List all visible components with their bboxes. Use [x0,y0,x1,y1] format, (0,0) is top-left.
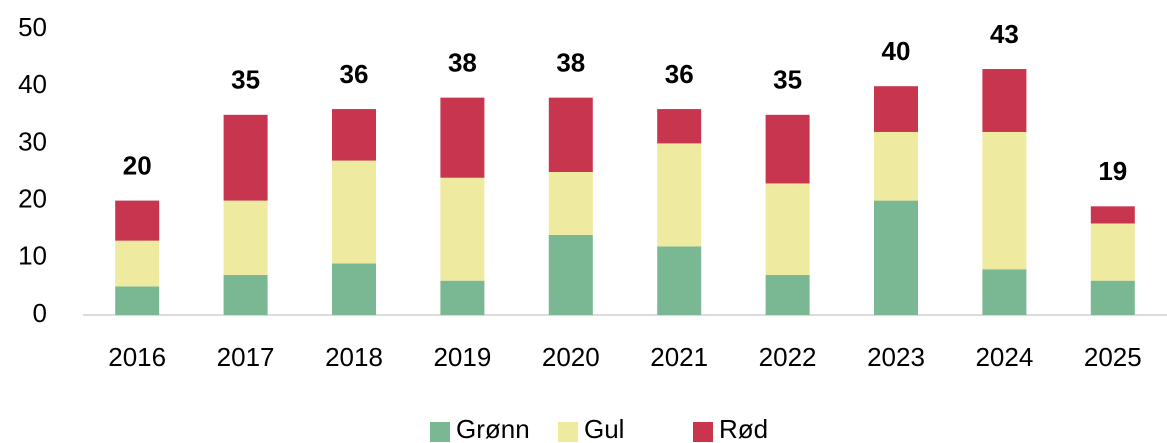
bar-segment [982,131,1027,270]
bar-segment [657,143,702,247]
x-tick-label: 2017 [217,342,275,372]
bar-segment [115,200,160,241]
bar-segment [1090,206,1135,224]
x-tick-label: 2019 [433,342,491,372]
x-tick-label: 2023 [867,342,925,372]
legend-swatch [558,422,578,442]
total-label: 38 [556,48,585,78]
bar-segment [765,183,810,275]
x-tick-label: 2021 [650,342,708,372]
legend-label: Grønn [456,414,530,443]
bar-segment [440,177,485,281]
bar-segment [657,109,702,144]
x-tick-label: 2016 [108,342,166,372]
total-label: 19 [1098,156,1127,186]
bar-segment [548,172,593,235]
x-tick-label: 2022 [759,342,817,372]
bar-segment [982,269,1027,315]
bar-segment [440,97,485,178]
bar-segment [548,234,593,315]
y-tick-label: 30 [18,126,47,156]
y-tick-label: 50 [18,12,47,42]
total-label: 36 [340,59,369,89]
bar-segment [657,246,702,315]
bar-segment [548,97,593,172]
bar-segment [223,200,268,275]
y-tick-label: 40 [18,69,47,99]
bar-segment [765,114,810,184]
total-label: 40 [882,36,911,66]
x-tick-label: 2020 [542,342,600,372]
bar-segment [332,263,376,315]
x-tick-label: 2024 [975,342,1033,372]
bar-segment [874,86,918,132]
legend-label: Gul [584,414,624,443]
legend-label: Rød [719,414,768,443]
bar-segment [332,160,376,264]
bar-segment [440,280,485,315]
total-label: 43 [990,19,1019,49]
bar-segment [874,131,918,201]
bar-segment [223,114,268,201]
bar-segment [223,274,268,315]
total-label: 20 [123,150,152,180]
bar-segment [115,240,160,287]
total-label: 35 [773,65,802,95]
y-tick-label: 20 [18,183,47,213]
bar-segment [874,200,918,315]
bar-segment [1090,223,1135,281]
x-tick-label: 2018 [325,342,383,372]
bar-segment [765,274,810,315]
legend-swatch [430,422,450,442]
bar-segment [982,69,1027,132]
total-label: 38 [448,48,477,78]
bar-segment [115,286,160,315]
total-label: 35 [231,65,260,95]
bar-segment [332,109,376,161]
bar-segment [1090,280,1135,315]
legend-swatch [693,422,713,442]
y-tick-label: 10 [18,241,47,271]
total-label: 36 [665,59,694,89]
y-tick-label: 0 [33,298,47,328]
x-tick-label: 2025 [1084,342,1142,372]
